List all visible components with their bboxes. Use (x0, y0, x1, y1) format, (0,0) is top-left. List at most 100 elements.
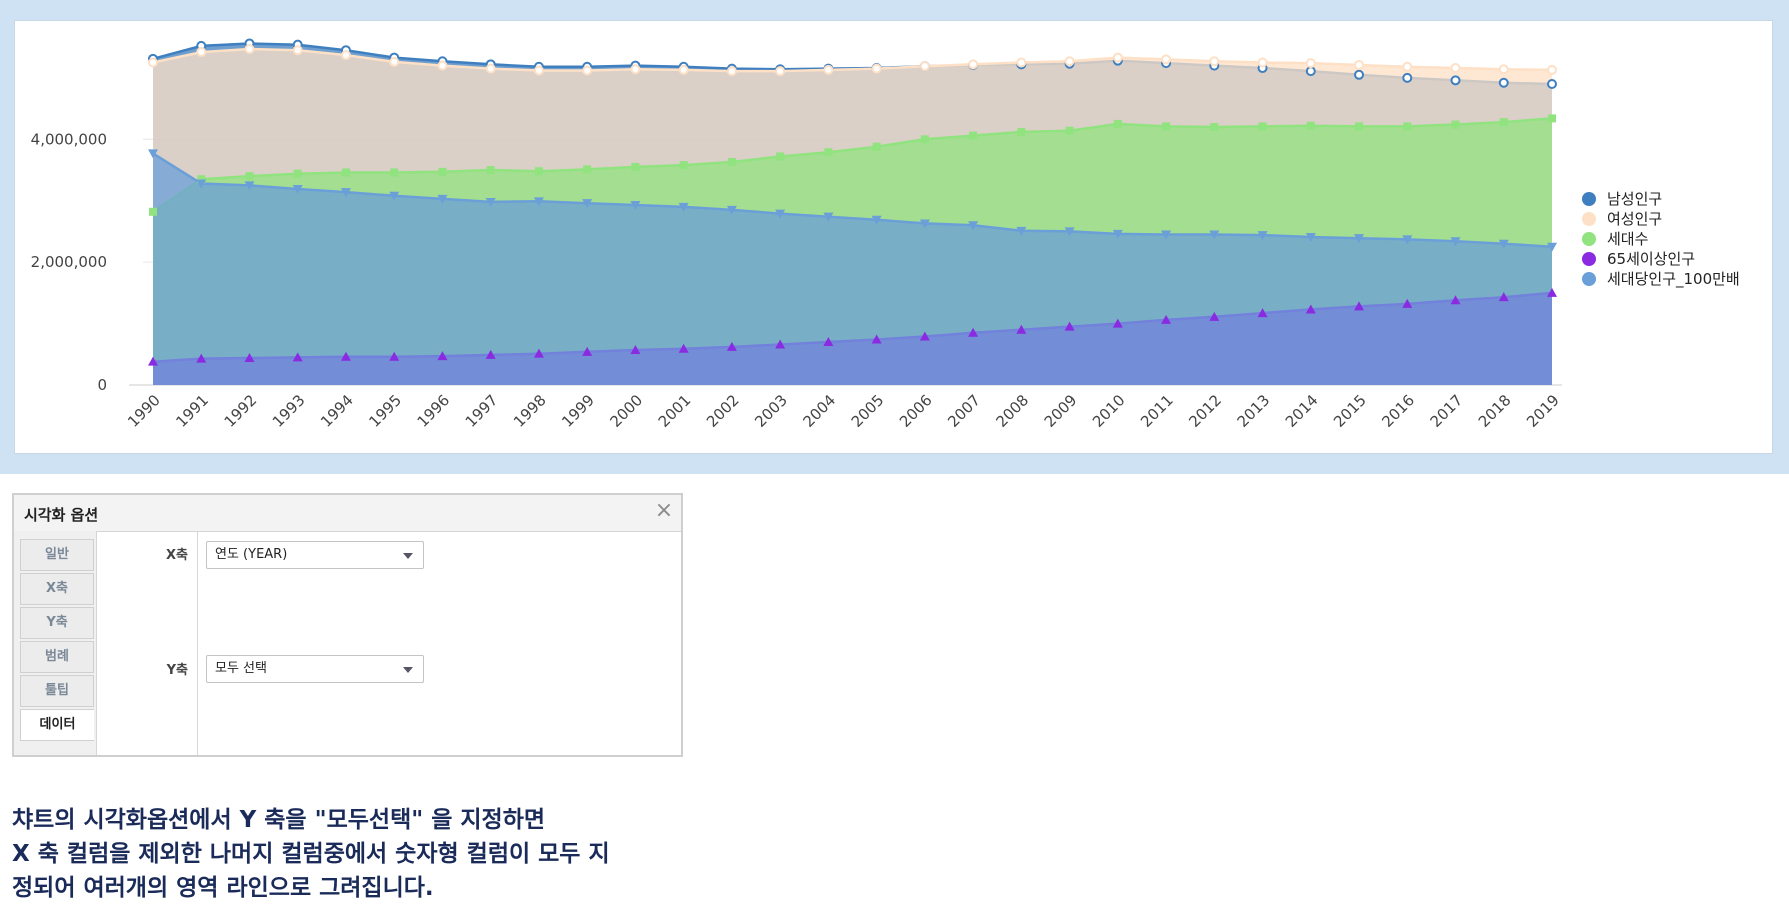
data-point (726, 341, 737, 351)
data-point (823, 212, 834, 222)
data-point (1450, 295, 1461, 305)
tab-y-axis[interactable]: Y축 (20, 607, 94, 639)
x-tick-label: 2014 (1282, 391, 1322, 431)
series-area (153, 153, 1552, 385)
x-axis-select-value: 연도 (YEAR) (215, 547, 288, 562)
data-point (1210, 123, 1219, 131)
legend-label: 세대당인구_100만배 (1607, 270, 1740, 289)
data-point (244, 352, 255, 362)
data-point (485, 63, 496, 74)
data-point (196, 353, 207, 363)
chevron-down-icon (403, 667, 413, 673)
data-point (1305, 232, 1316, 242)
data-point (1161, 230, 1172, 240)
data-point (1161, 54, 1172, 65)
data-point (1450, 75, 1461, 86)
x-tick-label: 1993 (269, 391, 309, 431)
data-point (1547, 79, 1557, 89)
data-point (1547, 64, 1557, 75)
tab-x-axis[interactable]: X축 (20, 573, 94, 605)
data-point (871, 334, 882, 344)
data-point (1017, 127, 1026, 136)
data-point (919, 219, 930, 229)
data-point (1162, 122, 1171, 131)
data-point (871, 215, 882, 225)
data-point (1112, 52, 1123, 63)
x-tick-label: 1998 (510, 391, 550, 431)
data-point (823, 337, 834, 346)
x-tick-label: 1995 (365, 391, 405, 431)
legend-marker (1582, 232, 1596, 246)
x-tick-label: 2011 (1137, 391, 1177, 431)
data-point (1305, 58, 1316, 69)
caption-line: 챠트의 시각화옵션에서 Y 축을 "모두선택" 을 지정하면 (12, 807, 546, 833)
data-point (968, 59, 979, 70)
x-tick-label: 1992 (221, 391, 261, 431)
data-point (727, 158, 736, 167)
legend-marker (1582, 272, 1596, 286)
data-point (485, 349, 496, 359)
data-point (292, 352, 303, 362)
data-point (437, 351, 448, 361)
data-point (1064, 56, 1075, 67)
data-point (582, 65, 593, 76)
data-point (341, 168, 350, 177)
tab-data[interactable]: 데이터 (20, 709, 94, 741)
data-point (1402, 72, 1413, 83)
tab-general[interactable]: 일반 (20, 539, 94, 571)
data-point (919, 331, 930, 341)
data-point (1498, 292, 1509, 302)
data-point (244, 181, 255, 191)
x-tick-label: 2018 (1475, 391, 1515, 431)
data-point (678, 64, 689, 75)
tab-tooltip[interactable]: 툴팁 (20, 675, 94, 707)
data-point (1016, 226, 1027, 236)
data-point (678, 343, 689, 353)
tab-legend[interactable]: 범례 (20, 641, 94, 673)
legend-label: 세대수 (1607, 230, 1648, 248)
data-point (148, 356, 158, 366)
data-point (390, 168, 399, 177)
x-axis-select[interactable]: 연도 (YEAR) (206, 541, 424, 569)
x-tick-label: 2009 (1041, 391, 1081, 431)
data-point (1065, 126, 1074, 135)
data-point (1450, 237, 1461, 247)
data-point (533, 197, 544, 207)
data-point (1306, 121, 1315, 130)
data-point (1498, 77, 1509, 88)
data-point (1257, 57, 1268, 68)
data-point (1451, 120, 1460, 129)
data-point (1113, 119, 1122, 128)
caption-line: 정되어 여러개의 영역 라인으로 그려집니다. (12, 875, 434, 901)
data-point (1354, 234, 1365, 244)
data-point (437, 194, 448, 204)
y-axis-label: Y축 (166, 663, 188, 678)
data-point (1257, 231, 1268, 241)
series-line (152, 47, 1553, 73)
series-line (152, 117, 1553, 213)
x-tick-label: 2019 (1523, 391, 1563, 431)
series-line (152, 152, 1553, 249)
x-tick-label: 2017 (1427, 391, 1467, 431)
x-tick-label: 2002 (703, 391, 743, 431)
chevron-down-icon (403, 553, 413, 559)
data-point (919, 61, 930, 72)
option-tabs: 일반 X축 Y축 범례 툴팁 데이터 (14, 531, 97, 755)
x-tick-label: 2000 (607, 391, 647, 431)
data-point (1209, 56, 1220, 67)
close-icon[interactable]: × (654, 498, 674, 523)
x-tick-label: 1997 (462, 391, 502, 431)
x-tick-label: 2005 (848, 391, 888, 431)
x-tick-label: 2012 (1185, 391, 1225, 431)
data-point (824, 148, 833, 157)
chart-card: 0 2,000,000 4,000,000 1990 1991 1992 1993 1994 1… (14, 20, 1773, 454)
data-point (1112, 229, 1123, 239)
x-tick-label: 2003 (751, 391, 791, 431)
visualization-options-panel: 시각화 옵션 × 일반 X축 Y축 범례 툴팁 데이터 X축 연도 (YEAR)… (12, 493, 683, 757)
x-tick-label: 2016 (1378, 391, 1418, 431)
y-axis-select[interactable]: 모두 선택 (206, 655, 424, 683)
data-point (630, 64, 641, 75)
legend-label: 남성인구 (1607, 190, 1662, 208)
data-point (630, 201, 641, 211)
data-point (969, 131, 978, 140)
